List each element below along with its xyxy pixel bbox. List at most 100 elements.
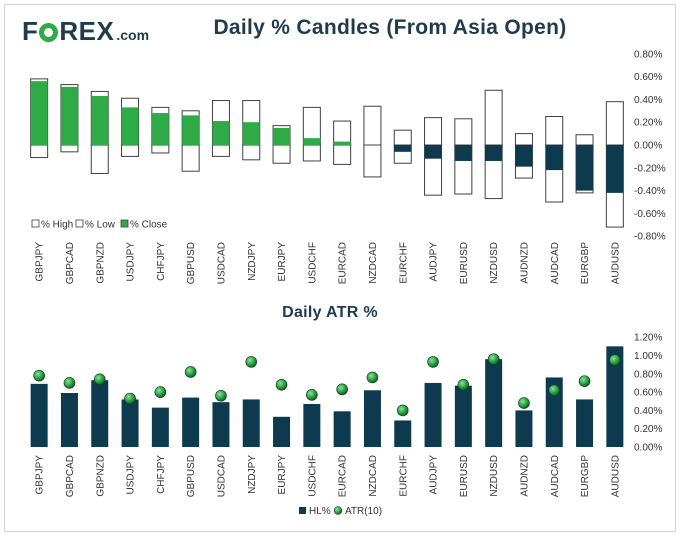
candles-category-label: GBPJPY: [35, 242, 46, 282]
low-bar: [242, 144, 261, 161]
close-bar: [424, 145, 442, 159]
low-bar: [211, 144, 230, 157]
high-bar: [363, 105, 382, 146]
hl-bar: [91, 380, 109, 447]
close-bar: [91, 95, 109, 145]
atr-category-label: EURCAD: [338, 455, 349, 497]
logo-letters-rex: REX: [59, 16, 115, 46]
close-bar: [212, 121, 230, 145]
high-bar: [605, 101, 624, 146]
candles-category-label: AUDCAD: [550, 242, 561, 284]
atr-category-label: GBPCAD: [65, 455, 76, 497]
candles-category-label: USDCHF: [307, 242, 318, 284]
hl-bar: [151, 407, 169, 447]
atr-category-label: NZDCAD: [368, 455, 379, 497]
atr-point: [124, 392, 136, 405]
high-bar: [333, 120, 352, 146]
low-bar: [60, 144, 79, 153]
close-bar: [394, 145, 412, 152]
hl-bar: [363, 390, 381, 447]
hl-bar: [545, 377, 563, 447]
atr-point: [33, 369, 45, 382]
atr-category-label: AUDCAD: [550, 455, 561, 497]
atr-category-label: AUDJPY: [429, 455, 440, 495]
close-bar: [485, 145, 503, 161]
candles-category-label: EURCHF: [398, 242, 409, 284]
candles-category-label: GBPCAD: [65, 242, 76, 284]
atr-category-label: USDCHF: [307, 455, 318, 497]
low-bar: [30, 144, 49, 159]
atr-category-label: EURGBP: [580, 455, 591, 498]
high-bar: [484, 89, 503, 146]
atr-point: [609, 354, 621, 366]
candles-category-label: CHFJPY: [156, 242, 167, 281]
legend-swatch: [31, 219, 40, 228]
atr-category-label: EURCHF: [398, 455, 409, 497]
atr-category-label: USDCAD: [216, 455, 227, 497]
candles-category-label: EURCAD: [338, 242, 349, 284]
high-bar: [454, 118, 473, 146]
atr-category-label: GBPJPY: [35, 455, 46, 495]
close-bar: [121, 107, 139, 145]
atr-category-label: GBPUSD: [186, 455, 197, 497]
candles-category-label: NZDJPY: [247, 242, 258, 281]
hl-bar: [606, 346, 624, 447]
candles-category-label: EURUSD: [459, 242, 470, 284]
hl-bar: [60, 393, 78, 447]
atr-point: [578, 375, 591, 387]
atr-y-tick: 0.20%: [634, 424, 662, 435]
atr-category-label: CHFJPY: [156, 455, 167, 494]
atr-point: [63, 377, 76, 389]
atr-point: [306, 389, 318, 401]
legend-swatch: [75, 219, 84, 228]
hl-bar: [576, 399, 594, 447]
high-bar: [514, 133, 533, 146]
atr-point: [154, 386, 167, 398]
close-bar: [30, 81, 48, 145]
hl-bar: [303, 403, 321, 447]
close-bar: [333, 141, 351, 145]
hl-bar: [485, 359, 503, 447]
candles-y-tick: -0.20%: [634, 163, 666, 174]
atr-y-tick: 0.60%: [634, 388, 662, 399]
candles-category-label: NZDCAD: [368, 242, 379, 284]
low-bar: [151, 144, 170, 154]
atr-point: [336, 383, 348, 396]
legend-swatch: [120, 219, 129, 228]
high-bar: [424, 117, 443, 146]
hl-bar: [30, 383, 48, 447]
atr-y-tick: 0.00%: [634, 443, 662, 454]
candles-category-label: GBPNZD: [95, 242, 106, 284]
candles-category-label: EURGBP: [580, 242, 591, 285]
atr-point: [366, 371, 379, 384]
candles-y-tick: 0.40%: [634, 95, 662, 106]
logo-letter-f: F: [22, 16, 39, 46]
atr-point: [245, 356, 258, 368]
high-bar: [393, 129, 412, 146]
close-bar: [60, 86, 78, 145]
atr-chart-title: Daily ATR %: [282, 304, 378, 321]
legend-marker: [333, 506, 343, 515]
candles-legend-label: % High: [41, 220, 73, 231]
candles-y-tick: 0.80%: [634, 49, 662, 60]
atr-category-label: GBPNZD: [95, 455, 106, 497]
candles-chart-title: Daily % Candles (From Asia Open): [213, 16, 567, 39]
low-bar: [90, 144, 109, 174]
candles-category-label: AUDUSD: [610, 242, 621, 284]
atr-point: [215, 389, 227, 402]
hl-bar: [182, 397, 200, 447]
hl-bar: [394, 420, 412, 447]
close-bar: [151, 113, 169, 145]
atr-y-tick: 0.80%: [634, 369, 662, 380]
close-bar: [454, 145, 472, 161]
atr-category-label: NZDJPY: [247, 455, 258, 494]
candles-category-label: GBPUSD: [186, 242, 197, 284]
candles-category-label: NZDUSD: [489, 242, 500, 284]
close-bar: [303, 138, 321, 145]
close-bar: [515, 145, 533, 167]
close-bar: [545, 145, 563, 171]
candles-category-label: AUDNZD: [519, 242, 530, 284]
close-bar: [182, 115, 200, 145]
atr-category-label: EURJPY: [277, 455, 288, 495]
